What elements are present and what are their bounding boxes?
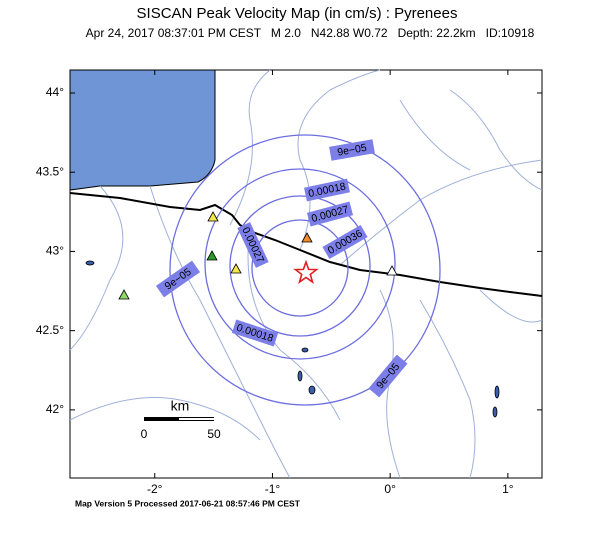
border [69, 192, 543, 297]
scale-label: 0 [141, 427, 148, 441]
scale-bar: km 0 50 [141, 398, 221, 441]
scale-unit: km [171, 398, 190, 414]
x-tick-label: 0° [384, 482, 396, 496]
lakes [85, 260, 500, 418]
y-tick-label: 43° [46, 244, 64, 258]
y-tick-label: 44° [46, 85, 64, 99]
y-tick-label: 42° [46, 402, 64, 416]
x-tick-label: 1° [502, 482, 514, 496]
ocean [69, 69, 216, 191]
rivers [69, 69, 543, 479]
scale-bar-segment [179, 418, 214, 420]
contour-label-box [304, 178, 350, 202]
scale-label: 50 [207, 427, 221, 441]
contour-label-box [329, 139, 375, 161]
contour-label-box [368, 354, 408, 398]
stations [118, 211, 398, 300]
map-body: 9e−050.000180.000270.000360.000279e−050.… [69, 69, 543, 479]
epicenter [293, 259, 319, 284]
contour-label: 9e−05 [329, 139, 375, 161]
y-tick-label: 42.5° [36, 323, 64, 337]
contour-label-box [306, 201, 354, 227]
contour-label-box [231, 319, 279, 347]
contour-label-box [155, 260, 201, 298]
x-tick-label: -2° [147, 482, 163, 496]
contours: 9e−050.000180.000270.000360.000279e−050.… [155, 134, 441, 406]
title: SISCAN Peak Velocity Map (in cm/s) : Pyr… [137, 5, 458, 22]
y-tick-label: 43.5° [36, 164, 64, 178]
footer: Map Version 5 Processed 2017-06-21 08:57… [75, 498, 301, 508]
contour-label-text: 9e−05 [336, 142, 367, 159]
contour-label-box [322, 224, 368, 260]
subtitle: Apr 24, 2017 08:37:01 PM CEST M 2.0 N42.… [86, 26, 535, 40]
x-tick-label: -1° [265, 482, 281, 496]
contour-label-box [237, 222, 269, 268]
